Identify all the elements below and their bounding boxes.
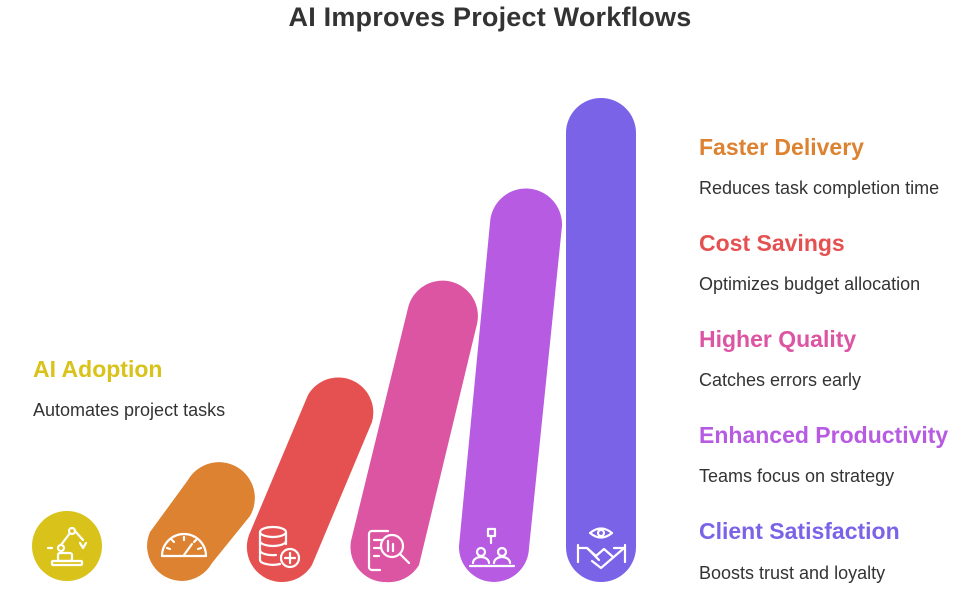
stage-cost-savings <box>246 377 374 583</box>
stage-shape <box>566 98 636 582</box>
stage-label-title: Higher Quality <box>699 326 857 352</box>
stage-label-title: Cost Savings <box>699 230 845 256</box>
stage-label-title: AI Adoption <box>33 356 163 382</box>
stage-shape <box>147 462 255 581</box>
stage-faster-delivery <box>147 462 255 581</box>
stage-label-description: Catches errors early <box>699 370 862 390</box>
stage-shape <box>458 188 563 582</box>
stage-label-description: Automates project tasks <box>33 400 226 420</box>
stage-label-description: Teams focus on strategy <box>699 466 895 486</box>
robot-arm-icon <box>46 526 88 567</box>
stage-label-description: Optimizes budget allocation <box>699 274 921 294</box>
stage-label-title: Enhanced Productivity <box>699 422 949 448</box>
stage-higher-quality <box>350 280 478 583</box>
stage-label-description: Reduces task completion time <box>699 178 940 198</box>
speedometer-icon <box>160 532 208 558</box>
document-search-icon <box>367 529 411 572</box>
page-title: AI Improves Project Workflows <box>288 2 692 32</box>
stage-label-title: Client Satisfaction <box>699 518 900 544</box>
stage-enhanced-productivity <box>458 188 563 582</box>
stage-label-description: Boosts trust and loyalty <box>699 563 886 583</box>
handshake-eye-icon <box>576 527 627 570</box>
stage-shape <box>246 377 374 583</box>
team-workstations-icon <box>468 527 516 568</box>
stage-label-title: Faster Delivery <box>699 134 864 160</box>
stage-shape <box>350 280 478 583</box>
stage-client-satisfaction <box>566 98 636 582</box>
stage-shape <box>32 511 102 581</box>
stage-ai-adoption <box>32 511 102 581</box>
database-add-icon <box>258 525 301 569</box>
